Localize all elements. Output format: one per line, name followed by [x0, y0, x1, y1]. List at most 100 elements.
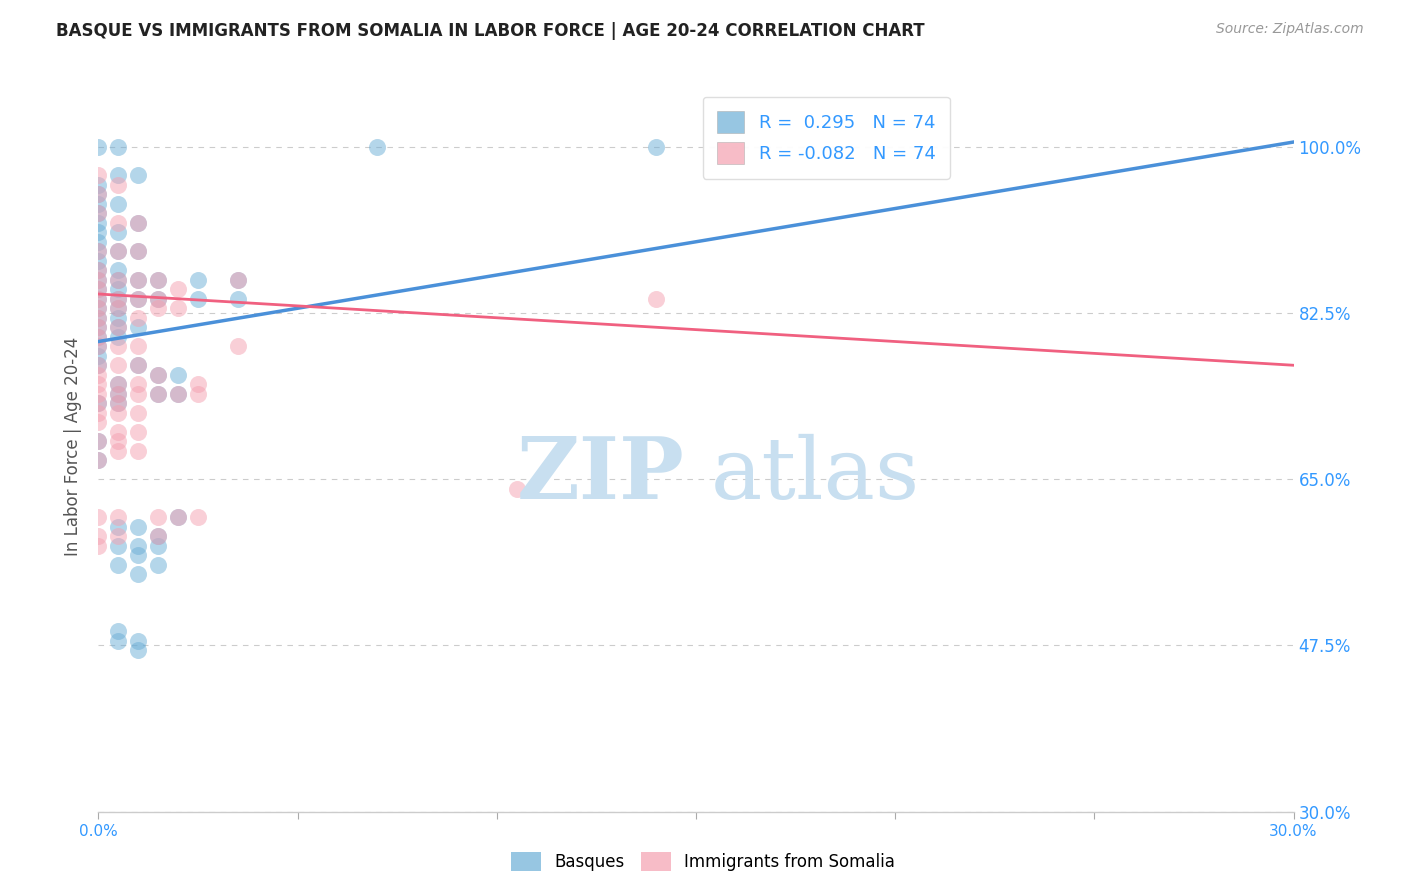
Point — [87, 349, 110, 363]
Point — [87, 310, 110, 325]
Point — [167, 368, 190, 382]
Point — [127, 320, 149, 334]
Point — [87, 282, 110, 296]
Point — [87, 320, 110, 334]
Point — [187, 273, 209, 287]
Point — [107, 434, 129, 449]
Point — [87, 282, 110, 296]
Point — [87, 396, 110, 410]
Point — [127, 443, 149, 458]
Point — [167, 282, 190, 296]
Point — [167, 386, 190, 401]
Point — [107, 339, 129, 353]
Point — [148, 292, 170, 306]
Point — [107, 377, 129, 392]
Point — [127, 244, 149, 259]
Point — [107, 539, 129, 553]
Point — [87, 434, 110, 449]
Point — [127, 339, 149, 353]
Point — [107, 225, 129, 239]
Point — [87, 235, 110, 249]
Point — [107, 263, 129, 277]
Point — [226, 339, 249, 353]
Point — [87, 178, 110, 192]
Point — [107, 310, 129, 325]
Point — [107, 425, 129, 439]
Point — [107, 396, 129, 410]
Point — [87, 368, 110, 382]
Point — [127, 567, 149, 582]
Point — [366, 140, 388, 154]
Point — [87, 386, 110, 401]
Point — [87, 244, 110, 259]
Point — [107, 330, 129, 344]
Text: BASQUE VS IMMIGRANTS FROM SOMALIA IN LABOR FORCE | AGE 20-24 CORRELATION CHART: BASQUE VS IMMIGRANTS FROM SOMALIA IN LAB… — [56, 22, 925, 40]
Point — [127, 548, 149, 562]
Point — [127, 216, 149, 230]
Point — [127, 244, 149, 259]
Point — [148, 558, 170, 572]
Point — [506, 482, 529, 496]
Point — [148, 292, 170, 306]
Point — [87, 406, 110, 420]
Point — [167, 510, 190, 524]
Point — [87, 187, 110, 202]
Text: ZIP: ZIP — [516, 434, 685, 517]
Point — [148, 539, 170, 553]
Point — [127, 310, 149, 325]
Point — [107, 140, 129, 154]
Point — [148, 386, 170, 401]
Point — [87, 320, 110, 334]
Point — [127, 425, 149, 439]
Point — [87, 510, 110, 524]
Point — [187, 510, 209, 524]
Point — [87, 263, 110, 277]
Point — [127, 292, 149, 306]
Point — [87, 273, 110, 287]
Point — [167, 386, 190, 401]
Point — [87, 301, 110, 316]
Point — [107, 168, 129, 182]
Point — [148, 301, 170, 316]
Point — [87, 216, 110, 230]
Point — [87, 529, 110, 543]
Point — [87, 377, 110, 392]
Point — [87, 358, 110, 372]
Point — [107, 292, 129, 306]
Point — [107, 396, 129, 410]
Point — [87, 196, 110, 211]
Point — [226, 273, 249, 287]
Point — [87, 339, 110, 353]
Point — [87, 415, 110, 429]
Point — [127, 273, 149, 287]
Point — [127, 386, 149, 401]
Point — [645, 292, 668, 306]
Point — [107, 386, 129, 401]
Point — [107, 273, 129, 287]
Point — [107, 320, 129, 334]
Point — [87, 434, 110, 449]
Point — [187, 292, 209, 306]
Point — [87, 187, 110, 202]
Point — [107, 320, 129, 334]
Point — [107, 443, 129, 458]
Point — [187, 386, 209, 401]
Point — [87, 225, 110, 239]
Point — [107, 196, 129, 211]
Point — [107, 406, 129, 420]
Point — [148, 368, 170, 382]
Point — [107, 633, 129, 648]
Point — [87, 453, 110, 467]
Point — [127, 406, 149, 420]
Legend: Basques, Immigrants from Somalia: Basques, Immigrants from Somalia — [502, 843, 904, 880]
Text: Source: ZipAtlas.com: Source: ZipAtlas.com — [1216, 22, 1364, 37]
Point — [107, 386, 129, 401]
Point — [148, 273, 170, 287]
Point — [87, 244, 110, 259]
Point — [87, 339, 110, 353]
Point — [87, 396, 110, 410]
Point — [87, 140, 110, 154]
Text: atlas: atlas — [711, 434, 920, 516]
Point — [127, 633, 149, 648]
Point — [107, 244, 129, 259]
